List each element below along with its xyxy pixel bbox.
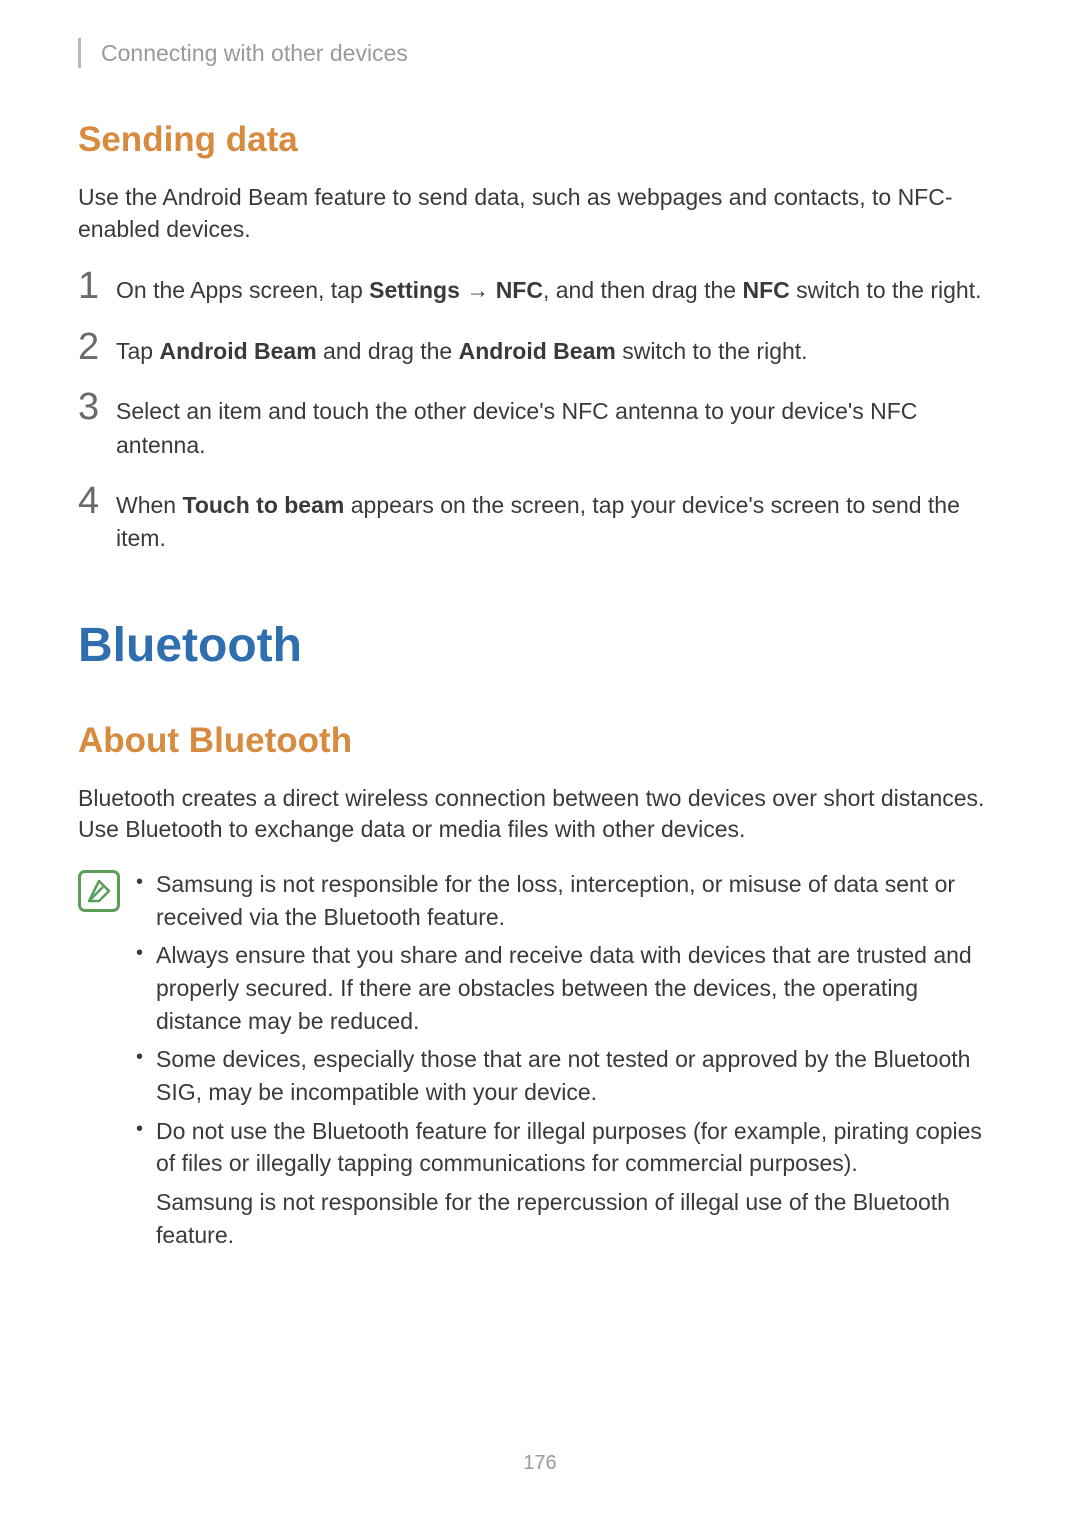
step-number: 3 <box>78 388 116 426</box>
section-heading-about-bluetooth: About Bluetooth <box>78 721 1002 761</box>
note-block: Samsung is not responsible for the loss,… <box>78 868 1002 1257</box>
step-number: 1 <box>78 267 116 305</box>
note-item: Always ensure that you share and receive… <box>132 939 1002 1037</box>
note-item-continuation: Samsung is not responsible for the reper… <box>132 1186 1002 1251</box>
note-icon <box>78 870 120 912</box>
about-bluetooth-paragraph: Bluetooth creates a direct wireless conn… <box>78 783 1002 846</box>
breadcrumb-divider <box>78 38 81 68</box>
intro-paragraph: Use the Android Beam feature to send dat… <box>78 182 1002 245</box>
step-3: 3 Select an item and touch the other dev… <box>78 388 1002 462</box>
step-4: 4 When Touch to beam appears on the scre… <box>78 482 1002 556</box>
step-number: 4 <box>78 482 116 520</box>
section-heading-sending-data: Sending data <box>78 120 1002 160</box>
step-2: 2 Tap Android Beam and drag the Android … <box>78 328 1002 368</box>
steps-list: 1 On the Apps screen, tap Settings → NFC… <box>78 267 1002 555</box>
note-list: Samsung is not responsible for the loss,… <box>132 868 1002 1257</box>
step-text: When Touch to beam appears on the screen… <box>116 483 1002 556</box>
note-item: Do not use the Bluetooth feature for ill… <box>132 1115 1002 1180</box>
note-item: Samsung is not responsible for the loss,… <box>132 868 1002 933</box>
note-icon-cell <box>78 868 132 1257</box>
step-number: 2 <box>78 328 116 366</box>
step-1: 1 On the Apps screen, tap Settings → NFC… <box>78 267 1002 307</box>
step-text: Tap Android Beam and drag the Android Be… <box>116 329 808 368</box>
step-text: Select an item and touch the other devic… <box>116 389 1002 462</box>
breadcrumb-text: Connecting with other devices <box>101 40 408 67</box>
breadcrumb: Connecting with other devices <box>78 38 1002 68</box>
page-number: 176 <box>0 1452 1080 1475</box>
section-title-bluetooth: Bluetooth <box>78 618 1002 673</box>
step-text: On the Apps screen, tap Settings → NFC, … <box>116 268 982 307</box>
note-item: Some devices, especially those that are … <box>132 1043 1002 1108</box>
